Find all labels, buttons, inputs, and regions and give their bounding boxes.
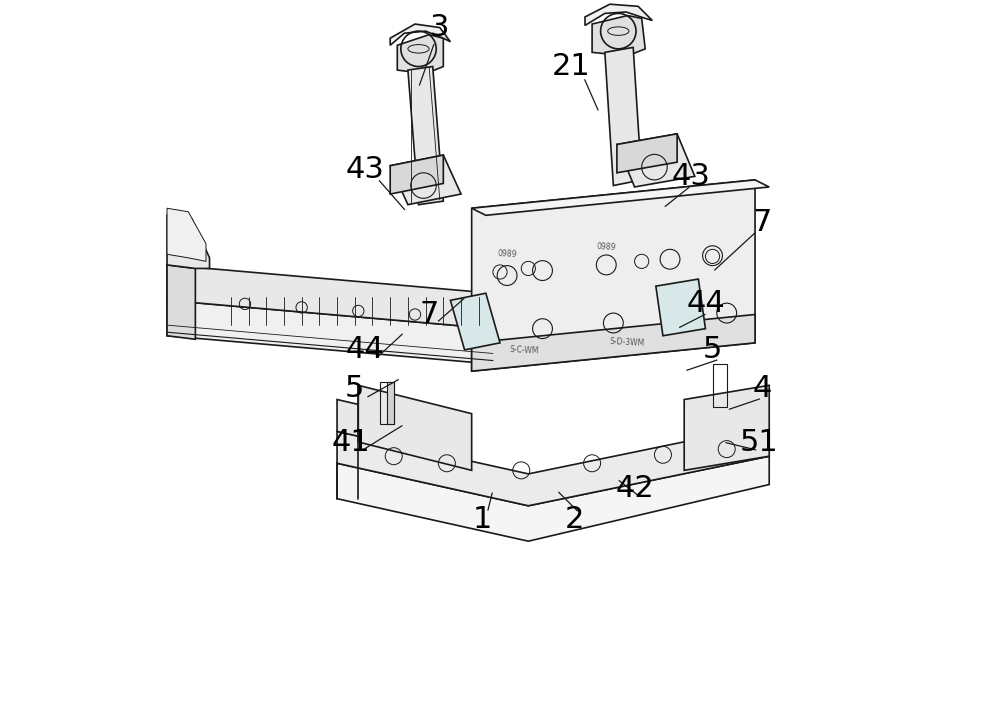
Bar (380, 382, 394, 424)
Text: 2: 2 (565, 506, 584, 535)
Text: 41: 41 (332, 428, 371, 456)
Text: 21: 21 (551, 52, 590, 81)
Polygon shape (585, 4, 652, 26)
Polygon shape (472, 180, 769, 216)
Polygon shape (472, 314, 755, 371)
Text: 1: 1 (473, 506, 492, 535)
Polygon shape (390, 155, 443, 194)
Text: 43: 43 (346, 155, 385, 183)
Polygon shape (605, 47, 642, 186)
Text: S-D-3WM: S-D-3WM (610, 338, 645, 348)
Polygon shape (397, 35, 443, 74)
Polygon shape (167, 265, 493, 328)
Text: 5: 5 (703, 336, 722, 364)
Polygon shape (684, 386, 769, 471)
Polygon shape (337, 456, 769, 541)
Polygon shape (167, 301, 493, 364)
Polygon shape (337, 400, 429, 453)
Text: S-C-WM: S-C-WM (510, 345, 540, 355)
Polygon shape (358, 386, 472, 471)
Text: 51: 51 (739, 428, 778, 456)
Polygon shape (337, 424, 769, 506)
Text: 7: 7 (752, 208, 772, 237)
Text: 0989: 0989 (596, 242, 616, 252)
Text: 44: 44 (686, 289, 725, 318)
Polygon shape (390, 24, 450, 45)
Polygon shape (167, 265, 195, 339)
Polygon shape (408, 66, 443, 205)
Bar (713, 364, 727, 406)
Polygon shape (390, 155, 461, 205)
Text: 5: 5 (345, 374, 364, 403)
Text: 0989: 0989 (497, 249, 517, 259)
Polygon shape (472, 180, 755, 371)
Polygon shape (617, 134, 677, 173)
Text: 7: 7 (419, 300, 439, 329)
Bar (387, 382, 394, 424)
Text: 43: 43 (672, 162, 711, 191)
Polygon shape (592, 16, 645, 56)
Text: 42: 42 (615, 473, 654, 503)
Polygon shape (167, 208, 206, 261)
Text: 3: 3 (430, 13, 450, 42)
Polygon shape (450, 293, 500, 350)
Text: 4: 4 (752, 374, 772, 403)
Text: 44: 44 (346, 336, 385, 364)
Polygon shape (617, 134, 695, 187)
Polygon shape (167, 216, 210, 268)
Polygon shape (656, 279, 705, 336)
